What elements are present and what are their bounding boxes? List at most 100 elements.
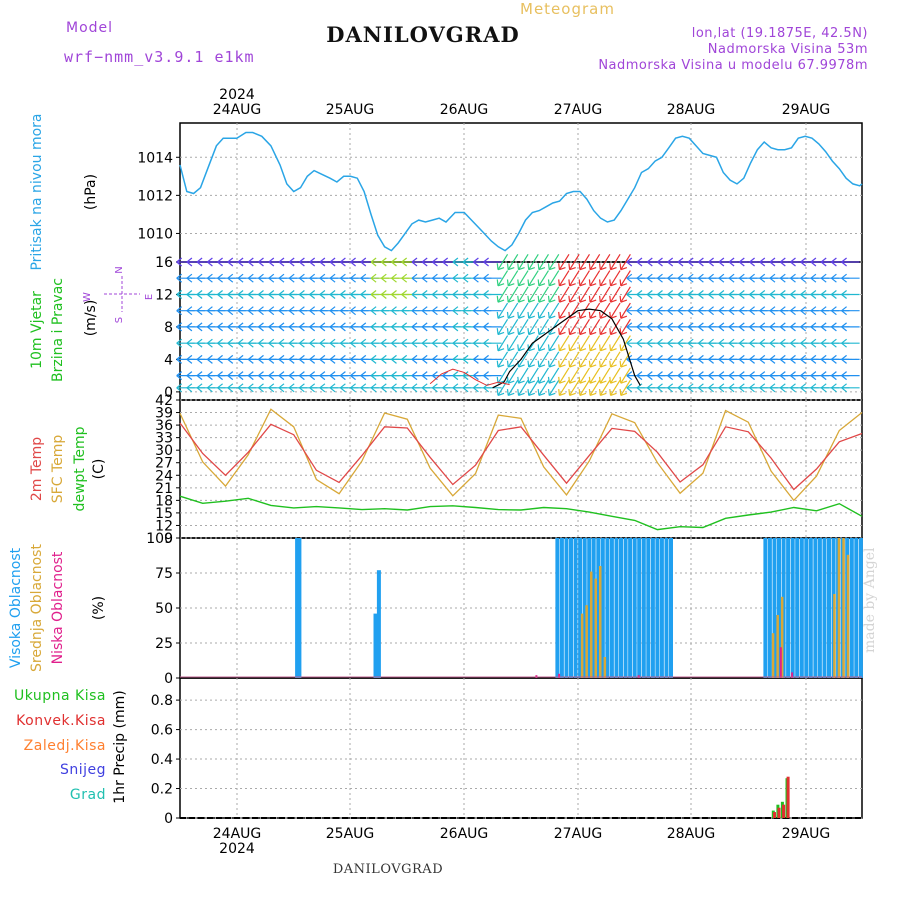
wind-barb-head [538,283,546,287]
cloud-bar-mid [780,596,784,678]
wind-barb-head [657,306,663,312]
wind-barb-head [432,326,438,332]
wind-barb-head [790,273,796,279]
wind-barb-head [698,326,704,332]
wind-barb-shaft [558,367,570,384]
wind-barb-head [462,354,469,360]
wind-barb-head [569,364,576,368]
wind-barb-head [299,371,305,377]
wind-barb-head [728,338,735,344]
wind-barb-head [841,338,847,344]
wind-barb-shaft [507,302,519,319]
wind-barb-head [610,348,617,352]
wind-barb-head [496,295,499,303]
wind-barb-head [309,371,316,377]
wind-barb-head [636,261,643,267]
wind-barb-head [329,354,336,360]
wind-barb-head [411,277,418,283]
wind-barb-head [319,387,326,393]
wind-barb-head [609,344,612,351]
wind-barb-head [227,387,234,393]
wind-barb-head [626,294,633,299]
wind-barb [588,367,601,384]
wind-barb-head [442,310,449,316]
wind-barb-shaft [518,351,529,368]
wind-barb-head [288,383,295,389]
wind-barb-head [646,277,653,283]
wind-barb-head [687,310,694,316]
wind-barb-head [370,277,377,283]
wind-barb [527,302,539,319]
wind-barb [578,351,590,368]
wind-barb-head [483,277,489,283]
wind-barb-head [309,387,316,393]
wind-barb [537,286,549,303]
wind-barb-head [319,277,326,283]
wind-barb-shaft [620,318,631,335]
cloud-bar-high [659,538,664,678]
wind-barb [578,318,590,336]
wind-barb-head [738,387,745,393]
wind-barb-head [329,290,336,295]
wind-barb-head [626,277,633,283]
wind-barb-head [391,273,397,279]
wind-barb-head [350,294,356,299]
wind-barb-head [217,310,223,316]
wind-barb-head [370,273,377,279]
wind-barb [483,322,502,332]
wind-barb-shaft [497,367,509,384]
wind-barb-head [810,383,817,389]
wind-barb-head [452,322,459,328]
wind-barb-head [483,387,489,393]
wind-barb-head [558,328,561,335]
wind-barb-head [247,306,254,312]
wind-barb-head [452,290,459,295]
wind-barb-head [370,383,377,389]
wind-barb-shaft [507,318,519,335]
wind-barb-shaft [528,302,539,319]
compass-e: E [144,294,155,300]
wind-barb-head [299,261,305,267]
wind-barb-head [452,273,459,279]
wind-barb-head [790,257,796,263]
wind-barb [496,254,509,271]
wind-barb [496,379,509,396]
wind-barb-head [759,322,766,328]
wind-barb-head [207,294,213,299]
wind-barb-head [278,257,285,263]
wind-barb [527,379,539,396]
wind-barb-head [626,261,633,267]
wind-barb-head [698,261,704,267]
model-name: wrf−nmm_v3.9.1 e1km [64,48,255,66]
wind-barb-head [620,331,628,336]
wind-barb-head [667,310,674,316]
wind-barb-head [698,375,704,381]
wind-barb-head [370,257,377,263]
wind-barb-head [600,331,607,336]
wind-barb-head [380,371,387,377]
wind-barb-shaft [518,367,529,384]
ytick-label-temperature: 9 [164,531,173,547]
wind-barb-head [497,380,505,384]
wind-barb-head [698,322,704,328]
wind-barb-head [288,354,295,360]
wind-barb-head [508,283,515,287]
cloud-bar-high [596,538,601,678]
wind-barb-head [558,360,561,368]
wind-barb-head [217,375,223,381]
wind-barb-head [268,294,275,299]
wind-barb-shaft [599,379,611,396]
wind-barb [609,318,621,336]
wind-barb-head [759,338,766,344]
wind-barb [609,254,621,271]
panel-frame-temperature [179,399,863,539]
wind-barb-head [196,306,203,312]
wind-barb-head [810,358,817,364]
wind-barb-head [506,263,509,270]
wind-barb-head [258,310,264,316]
wind-barb-head [820,306,827,312]
wind-barb-head [483,342,489,348]
compass-s: S [114,317,125,323]
wind-barb-shaft [589,379,601,396]
wind-barb-head [452,338,459,344]
